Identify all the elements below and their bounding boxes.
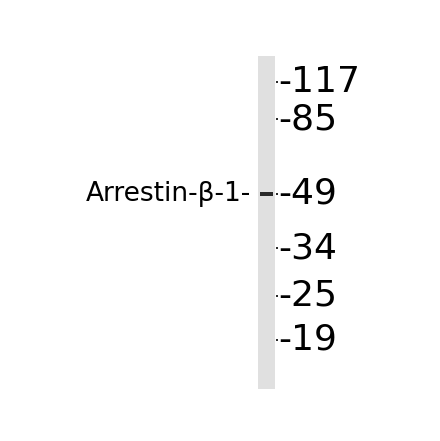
Bar [258, 56, 275, 389]
Text: -25: -25 [279, 279, 337, 313]
Text: -49: -49 [279, 177, 337, 211]
Text: Arrestin-β-1-: Arrestin-β-1- [86, 181, 251, 207]
Text: -34: -34 [279, 231, 337, 265]
Text: -85: -85 [279, 102, 337, 136]
Bar [260, 192, 272, 196]
Text: -19: -19 [279, 323, 337, 357]
Text: -117: -117 [279, 65, 360, 99]
